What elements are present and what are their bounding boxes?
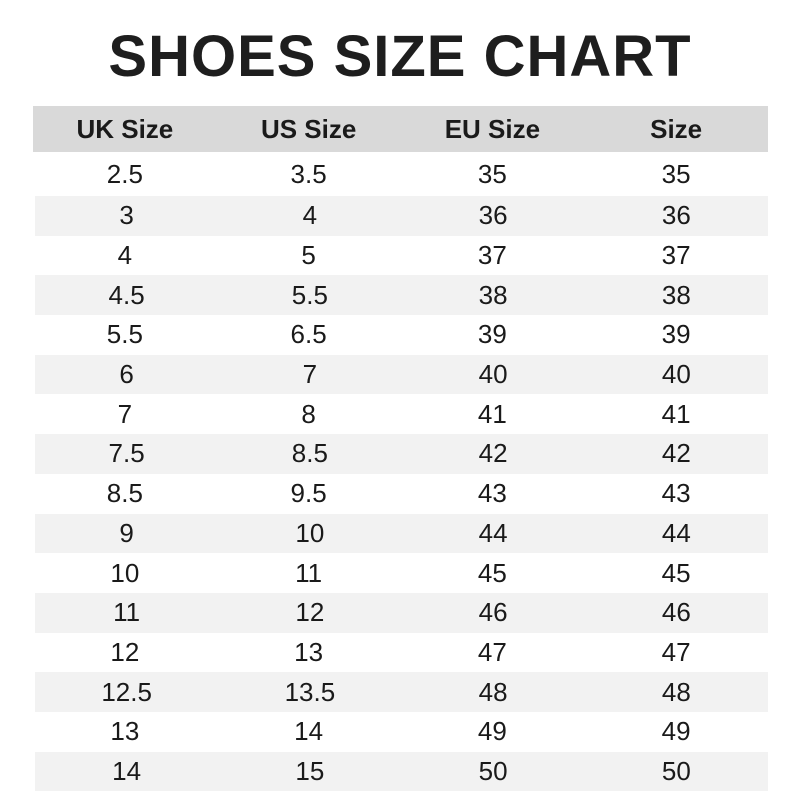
table-row: 12 13 47 47 (33, 633, 768, 673)
cell-uk: 14 (112, 755, 142, 786)
cell-uk: 2.5 (106, 158, 143, 189)
cell-size: 37 (661, 240, 691, 271)
cell-us: 13 (294, 636, 324, 667)
cell-eu: 43 (477, 478, 507, 509)
cell-us: 11 (295, 557, 323, 588)
table-header: UK Size US Size EU Size Size (33, 106, 768, 152)
cell-eu: 50 (478, 755, 508, 786)
table-row: 3 4 36 36 (35, 196, 768, 236)
cell-size: 48 (661, 676, 691, 707)
table-row: 13 14 49 49 (33, 712, 768, 752)
cell-uk: 5.5 (106, 319, 143, 350)
cell-uk: 9 (119, 517, 134, 548)
cell-us: 4 (302, 200, 318, 231)
cell-size: 39 (661, 319, 691, 350)
cell-size: 49 (661, 716, 691, 747)
cell-us: 12 (295, 597, 325, 628)
cell-size: 47 (661, 636, 691, 667)
cell-uk: 10 (110, 557, 140, 588)
cell-size: 40 (661, 359, 691, 390)
table-row: 4 5 37 37 (33, 236, 768, 276)
cell-us: 9.5 (290, 478, 327, 509)
cell-uk: 12.5 (101, 676, 152, 707)
cell-us: 15 (295, 755, 325, 786)
header-us-size: US Size (260, 113, 357, 144)
cell-size: 42 (661, 438, 691, 469)
cell-uk: 6 (119, 359, 134, 390)
size-table: UK Size US Size EU Size Size 2.5 3.5 35 35 3… (33, 106, 768, 792)
cell-us: 10 (295, 517, 325, 548)
cell-size: 43 (661, 478, 691, 509)
header-eu-size: EU Size (444, 113, 541, 144)
cell-eu: 37 (477, 240, 507, 271)
table-row: 6 7 40 40 (35, 354, 768, 395)
cell-uk: 7.5 (108, 438, 145, 469)
cell-uk: 8.5 (106, 478, 143, 509)
cell-eu: 46 (478, 597, 508, 628)
table-row: 5.5 6.5 39 39 (33, 315, 768, 355)
cell-uk: 4.5 (108, 279, 145, 310)
table-row: 10 11 45 45 (33, 553, 768, 593)
cell-size: 41 (661, 398, 691, 429)
table-row: 4.5 5.5 38 38 (35, 275, 768, 316)
cell-uk: 11 (113, 597, 141, 628)
cell-us: 5 (301, 240, 316, 271)
cell-us: 3.5 (290, 158, 327, 189)
cell-us: 8 (301, 398, 316, 429)
cell-us: 14 (294, 716, 324, 747)
cell-size: 44 (661, 517, 691, 548)
cell-size: 50 (661, 755, 691, 786)
cell-eu: 49 (477, 716, 507, 747)
cell-us: 6.5 (290, 319, 327, 350)
cell-us: 8.5 (291, 438, 328, 469)
cell-size: 46 (661, 597, 691, 628)
cell-size: 38 (661, 279, 691, 310)
cell-eu: 40 (478, 359, 508, 390)
table-row: 12.5 13.5 48 48 (35, 672, 768, 712)
cell-eu: 47 (477, 636, 507, 667)
cell-eu: 35 (477, 158, 507, 189)
cell-us: 7 (302, 359, 318, 390)
cell-eu: 36 (478, 200, 508, 231)
cell-size: 45 (661, 557, 691, 588)
cell-eu: 38 (478, 279, 508, 310)
cell-eu: 41 (477, 398, 507, 429)
table-row: 9 10 44 44 (35, 513, 768, 554)
table-row: 11 12 46 46 (35, 592, 768, 633)
cell-uk: 7 (117, 398, 133, 429)
cell-size: 35 (661, 158, 691, 189)
table-row: 8.5 9.5 43 43 (33, 474, 768, 514)
table-row: 14 15 50 50 (35, 751, 768, 792)
table-row: 7 8 41 41 (33, 394, 768, 434)
cell-eu: 39 (477, 319, 507, 350)
cell-eu: 42 (478, 438, 508, 469)
cell-eu: 48 (478, 676, 508, 707)
cell-uk: 3 (119, 200, 134, 231)
cell-uk: 12 (110, 636, 140, 667)
cell-us: 13.5 (284, 676, 336, 707)
cell-eu: 44 (478, 517, 508, 548)
table-row: 7.5 8.5 42 42 (35, 434, 768, 474)
header-uk-size: UK Size (76, 113, 174, 144)
cell-uk: 4 (117, 240, 133, 271)
cell-size: 36 (661, 200, 691, 231)
header-size: Size (650, 113, 703, 144)
cell-eu: 45 (477, 557, 507, 588)
cell-uk: 13 (110, 716, 140, 747)
table-row: 2.5 3.5 35 35 (33, 152, 768, 196)
page-title: SHOES SIZE CHART (108, 24, 692, 89)
cell-us: 5.5 (291, 279, 328, 310)
